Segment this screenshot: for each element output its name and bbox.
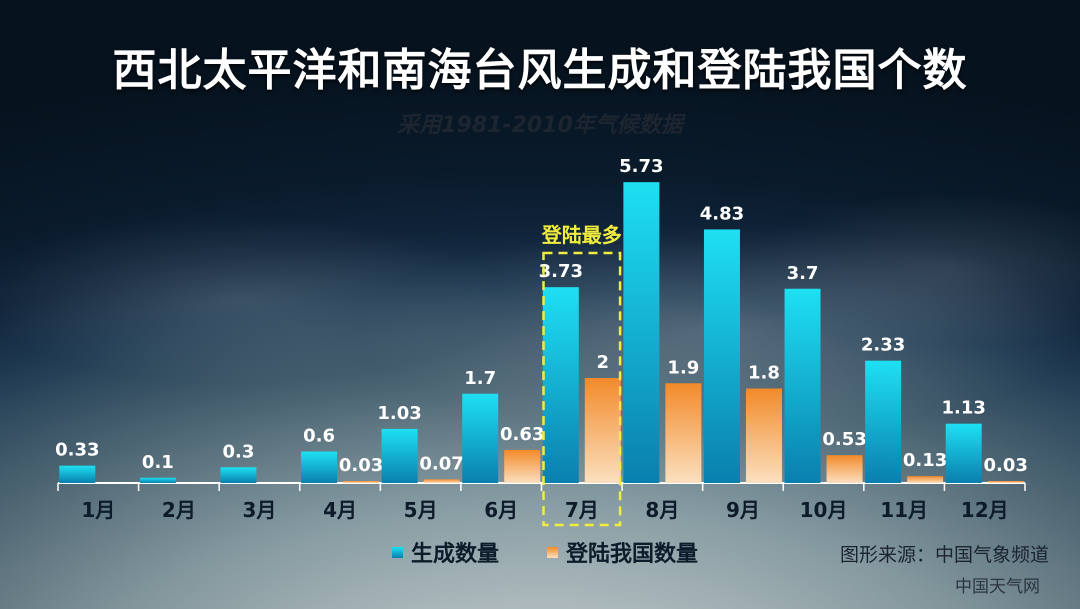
- data-label-generated: 0.1: [142, 452, 174, 473]
- x-tick-label: 5月: [404, 498, 438, 522]
- data-label-landfall: 1.9: [667, 357, 699, 378]
- data-label-generated: 1.03: [377, 403, 421, 424]
- data-label-landfall: 0.13: [903, 450, 947, 471]
- legend: 生成数量 登陆我国数量: [392, 536, 698, 568]
- bar-generated: [542, 287, 579, 483]
- data-label-generated: 4.83: [700, 203, 744, 224]
- data-label-landfall: 0.53: [822, 429, 866, 450]
- data-label-generated: 1.13: [941, 398, 985, 419]
- x-tick-label: 8月: [645, 498, 679, 522]
- bar-landfall: [907, 476, 944, 483]
- x-tick-label: 10月: [800, 498, 848, 522]
- data-label-landfall: 0.07: [419, 453, 463, 474]
- bar-landfall: [665, 383, 702, 483]
- bar-generated: [784, 288, 821, 483]
- x-tick-label: 11月: [880, 498, 928, 522]
- chart-subtitle: 采用1981-2010年气候数据: [397, 113, 683, 138]
- data-label-landfall: 0.03: [983, 455, 1027, 476]
- data-label-generated: 1.7: [464, 368, 496, 389]
- data-label-landfall: 1.8: [748, 363, 780, 384]
- bar-landfall: [423, 479, 460, 483]
- bar-generated: [59, 465, 96, 483]
- x-tick-label: 7月: [565, 498, 599, 522]
- data-label-generated: 0.33: [55, 440, 99, 461]
- highlight-label: 登陆最多: [541, 223, 622, 247]
- bar-landfall: [745, 388, 782, 483]
- bar-generated: [865, 360, 902, 483]
- bar-landfall: [826, 455, 863, 483]
- legend-item-generated[interactable]: 生成数量: [392, 536, 499, 568]
- chart-title: 西北太平洋和南海台风生成和登陆我国个数: [112, 45, 968, 96]
- bar-generated: [139, 477, 176, 483]
- bar-landfall: [584, 378, 621, 483]
- bar-generated: [381, 428, 418, 483]
- x-tick-label: 4月: [323, 498, 357, 522]
- bar-landfall: [987, 481, 1024, 483]
- data-label-generated: 5.73: [619, 156, 663, 177]
- legend-label-generated: 生成数量: [411, 542, 500, 567]
- x-tick-label: 2月: [162, 498, 196, 522]
- x-tick-label: 12月: [961, 498, 1009, 522]
- data-label-landfall: 0.03: [339, 455, 383, 476]
- bar-generated: [462, 393, 499, 483]
- data-label-generated: 0.6: [303, 426, 335, 447]
- legend-swatch-generated: [392, 546, 403, 558]
- x-tick-label: 1月: [81, 498, 115, 522]
- legend-label-landfall: 登陆我国数量: [566, 542, 699, 567]
- data-label-generated: 2.33: [861, 335, 905, 356]
- data-label-landfall: 2: [597, 352, 610, 373]
- x-tick-label: 9月: [726, 498, 760, 522]
- watermark: 中国天气网: [955, 577, 1040, 597]
- legend-swatch-landfall: [547, 546, 559, 558]
- bar-generated: [220, 467, 257, 483]
- data-label-generated: 0.3: [223, 441, 255, 462]
- highlight-box: [542, 251, 622, 527]
- bar-generated: [301, 451, 338, 483]
- x-tick-label: 3月: [242, 498, 276, 522]
- data-label-landfall: 0.63: [500, 424, 544, 445]
- x-tick-label: 6月: [484, 498, 518, 522]
- source-credit: 图形来源：中国气象频道: [840, 544, 1050, 566]
- bar-landfall: [504, 449, 541, 483]
- data-label-generated: 3.7: [787, 263, 819, 284]
- bar-landfall: [343, 481, 380, 483]
- legend-item-landfall[interactable]: 登陆我国数量: [547, 536, 698, 568]
- bar-generated: [703, 229, 740, 483]
- bar-generated: [945, 423, 982, 483]
- data-label-generated: 3.73: [539, 261, 583, 282]
- bar-generated: [623, 182, 660, 484]
